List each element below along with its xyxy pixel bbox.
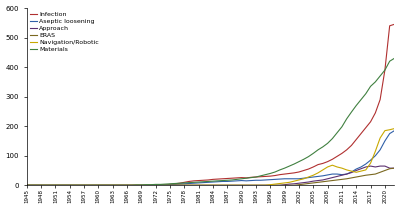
Infection (24, 184, 29, 186)
Infection (287, 172, 292, 175)
Line: Infection: Infection (27, 24, 394, 185)
Legend: Infection, Aseptic loosening, Approach, ERAS, Navigation/Robotic, Materials: Infection, Aseptic loosening, Approach, … (29, 11, 100, 53)
Materials (48, 184, 53, 186)
Infection (144, 184, 148, 186)
ERAS (210, 184, 215, 186)
Infection (210, 178, 215, 181)
ERAS (287, 184, 292, 186)
Approach (24, 184, 29, 186)
Approach (182, 184, 187, 186)
ERAS (24, 184, 29, 186)
Navigation/Robotic (392, 127, 397, 130)
Aseptic loosening (48, 184, 53, 186)
Materials (392, 57, 397, 60)
Aseptic loosening (86, 184, 91, 186)
Aseptic loosening (392, 129, 397, 132)
ERAS (144, 184, 148, 186)
Infection (182, 181, 187, 184)
Line: Aseptic loosening: Aseptic loosening (27, 131, 394, 185)
ERAS (392, 167, 397, 169)
Infection (86, 184, 91, 186)
Materials (182, 182, 187, 184)
Navigation/Robotic (86, 184, 91, 186)
Approach (392, 167, 397, 169)
Aseptic loosening (182, 182, 187, 185)
ERAS (48, 184, 53, 186)
Navigation/Robotic (48, 184, 53, 186)
Approach (368, 165, 373, 167)
ERAS (182, 184, 187, 186)
Materials (86, 184, 91, 186)
Approach (210, 184, 215, 186)
Line: Materials: Materials (27, 58, 394, 185)
Line: ERAS: ERAS (27, 168, 394, 185)
Line: Approach: Approach (27, 166, 394, 185)
Materials (144, 184, 148, 186)
Materials (287, 165, 292, 167)
Navigation/Robotic (182, 184, 187, 186)
Materials (210, 180, 215, 182)
ERAS (86, 184, 91, 186)
Navigation/Robotic (144, 184, 148, 186)
Materials (24, 184, 29, 186)
Aseptic loosening (144, 184, 148, 186)
Approach (86, 184, 91, 186)
Line: Navigation/Robotic: Navigation/Robotic (27, 129, 394, 185)
Aseptic loosening (287, 177, 292, 180)
Navigation/Robotic (210, 184, 215, 186)
Aseptic loosening (24, 184, 29, 186)
Infection (392, 23, 397, 25)
Approach (48, 184, 53, 186)
Infection (48, 184, 53, 186)
Aseptic loosening (210, 181, 215, 183)
Navigation/Robotic (24, 184, 29, 186)
Navigation/Robotic (287, 181, 292, 184)
Approach (287, 183, 292, 185)
Approach (144, 184, 148, 186)
